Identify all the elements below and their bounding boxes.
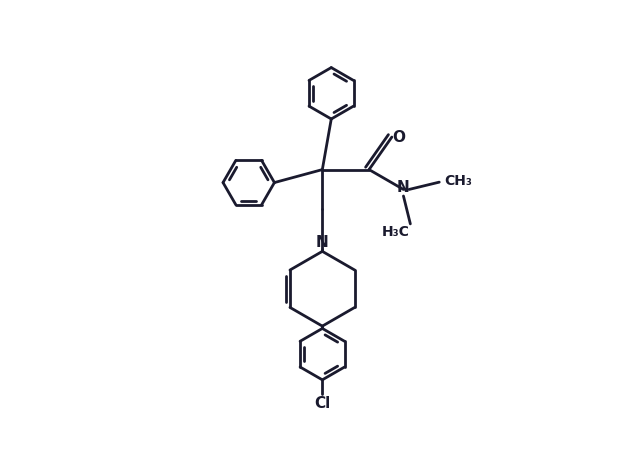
Text: N: N — [397, 180, 410, 195]
Text: O: O — [392, 130, 405, 145]
Text: N: N — [316, 235, 329, 251]
Text: CH₃: CH₃ — [444, 174, 472, 188]
Text: Cl: Cl — [314, 396, 330, 411]
Text: H₃C: H₃C — [381, 225, 410, 239]
